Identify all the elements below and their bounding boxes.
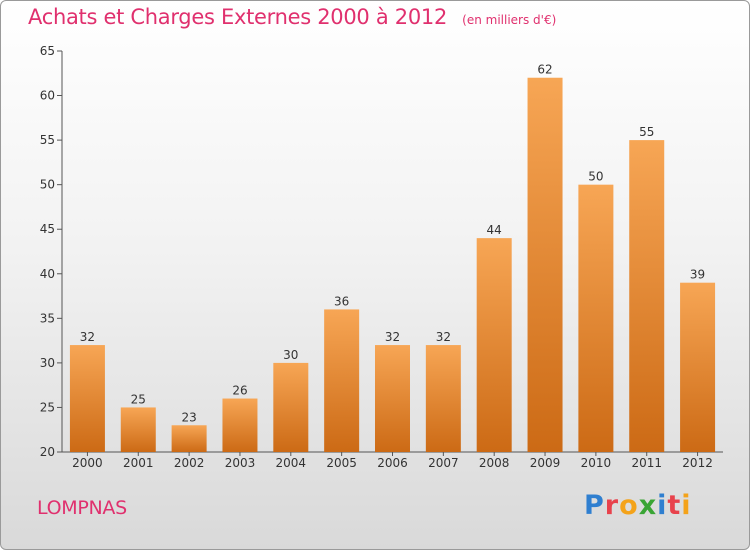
bar-value-label: 30 [283,348,298,362]
logo-letter: r [604,490,620,521]
x-tick-label: 2009 [530,456,561,470]
bar-value-label: 44 [487,223,502,237]
x-tick-label: 2011 [631,456,662,470]
bars: 32 25 23 26 30 36 32 32 44 62 50 55 39 [69,63,716,452]
y-tick-label: 65 [40,44,55,58]
x-tick-label: 2005 [326,456,357,470]
bar-value-label: 32 [80,330,95,344]
bar-value-label: 25 [131,392,146,406]
bar [578,184,614,452]
bar [120,407,156,452]
logo-letter: t [667,490,682,521]
logo-letter: o [619,490,639,521]
y-tick-label: 60 [40,89,55,103]
x-tick-label: 2006 [377,456,408,470]
bar [69,345,105,452]
x-tick-label: 2001 [123,456,154,470]
y-tick-label: 45 [40,222,55,236]
x-tick-label: 2008 [479,456,510,470]
logo-letter: i [657,490,668,521]
x-tick-label: 2007 [428,456,459,470]
y-tick-label: 55 [40,133,55,147]
bar-value-label: 39 [690,268,705,282]
bar-value-label: 23 [181,410,196,424]
bar [680,282,716,452]
y-tick-label: 35 [40,311,55,325]
bar [171,425,207,452]
bar [425,345,461,452]
x-tick-label: 2003 [225,456,256,470]
x-tick-label: 2010 [581,456,612,470]
bar [476,238,512,452]
bar [222,398,258,452]
bar [629,140,665,452]
bar [375,345,410,452]
bar-value-label: 62 [537,63,552,77]
x-tick-label: 2012 [682,456,713,470]
logo-letter: i [681,490,692,521]
bar [324,309,360,452]
chart-title: Achats et Charges Externes 2000 à 2012 [28,5,448,29]
bar-value-label: 32 [436,330,451,344]
chart-subtitle: (en milliers d'€) [462,13,557,27]
bar [273,362,309,452]
y-tick-label: 40 [40,267,55,281]
logo-letter: x [638,490,658,521]
bar-value-label: 32 [385,330,400,344]
y-tick-label: 20 [40,445,55,459]
x-tick-label: 2000 [72,456,103,470]
y-tick-label: 25 [40,400,55,414]
y-tick-label: 50 [40,178,55,192]
bar-value-label: 55 [639,125,654,139]
x-tick-label: 2004 [276,456,307,470]
commune-name: LOMPNAS [37,497,127,519]
proxiti-logo[interactable]: Proxiti [584,490,692,521]
axes: 20 25 30 35 40 45 50 55 60 65 2000 2001 2002 2003 2004… [40,44,723,470]
bar-value-label: 26 [232,384,247,398]
logo-letter: P [584,490,605,521]
bar-value-label: 50 [588,170,603,184]
y-tick-label: 30 [40,356,55,370]
bar [527,77,563,452]
x-tick-label: 2002 [174,456,205,470]
title-row: Achats et Charges Externes 2000 à 2012 (… [28,5,556,29]
bar-value-label: 36 [334,294,349,308]
